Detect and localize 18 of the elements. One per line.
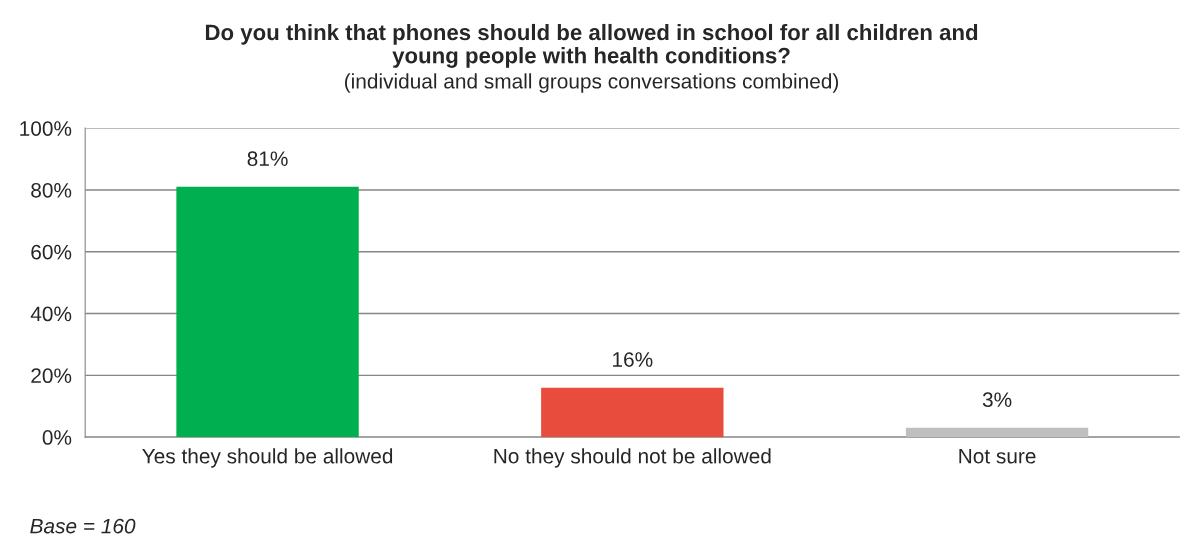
- y-tick-label: 100%: [20, 121, 72, 136]
- x-tick-label: Yes they should be allowed: [142, 448, 393, 468]
- bar: [541, 387, 724, 438]
- bar: [176, 186, 359, 438]
- bar: [905, 427, 1089, 438]
- text: Base = 160: [30, 518, 136, 534]
- y-tick-label: 20%: [31, 368, 72, 384]
- data-label: 81%: [247, 151, 288, 167]
- y-tick-label: 40%: [30, 306, 72, 322]
- x-tick-label: Not sure: [959, 448, 1036, 464]
- data-label: 16%: [613, 352, 653, 367]
- data-label: 3%: [982, 392, 1012, 408]
- chart-title: Do you think that phones should be allowed in school for all children and young people with health conditions?: [205, 23, 978, 68]
- y-tick-label: 60%: [31, 244, 72, 260]
- chart-subtitle: (individual and small groups conversations combined): [345, 73, 839, 93]
- y-tick-label: 80%: [31, 182, 72, 198]
- y-tick-label: 0%: [42, 430, 72, 445]
- x-tick-label: No they should not be allowed: [494, 448, 771, 468]
